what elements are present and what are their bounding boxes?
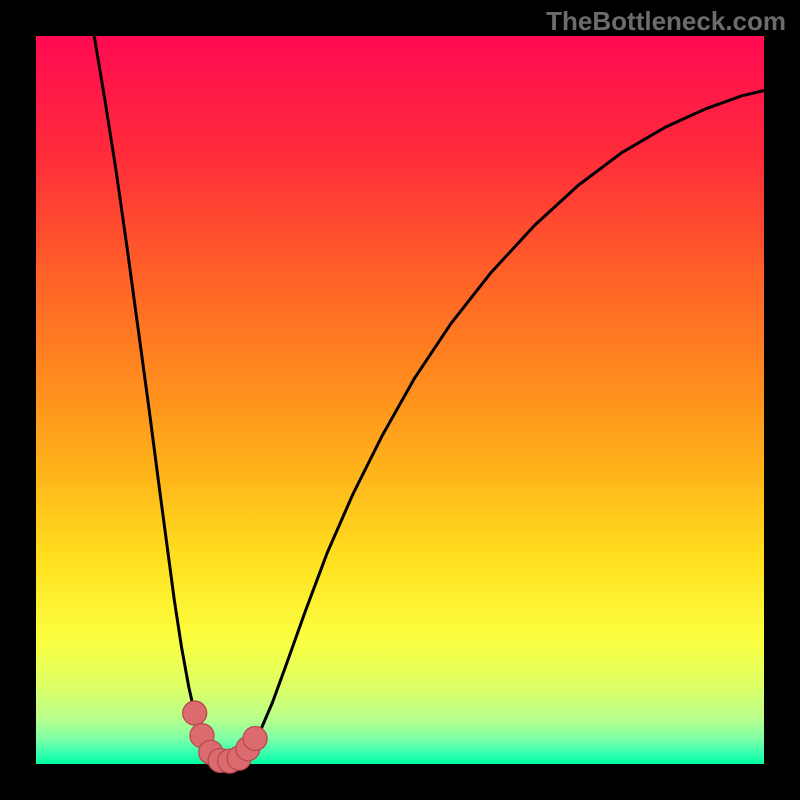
watermark-text: TheBottleneck.com [546,6,786,37]
valley-marker [183,701,207,725]
plot-area [36,36,764,764]
valley-marker [243,727,267,751]
figure-root: TheBottleneck.com [0,0,800,800]
chart-svg [0,0,800,800]
